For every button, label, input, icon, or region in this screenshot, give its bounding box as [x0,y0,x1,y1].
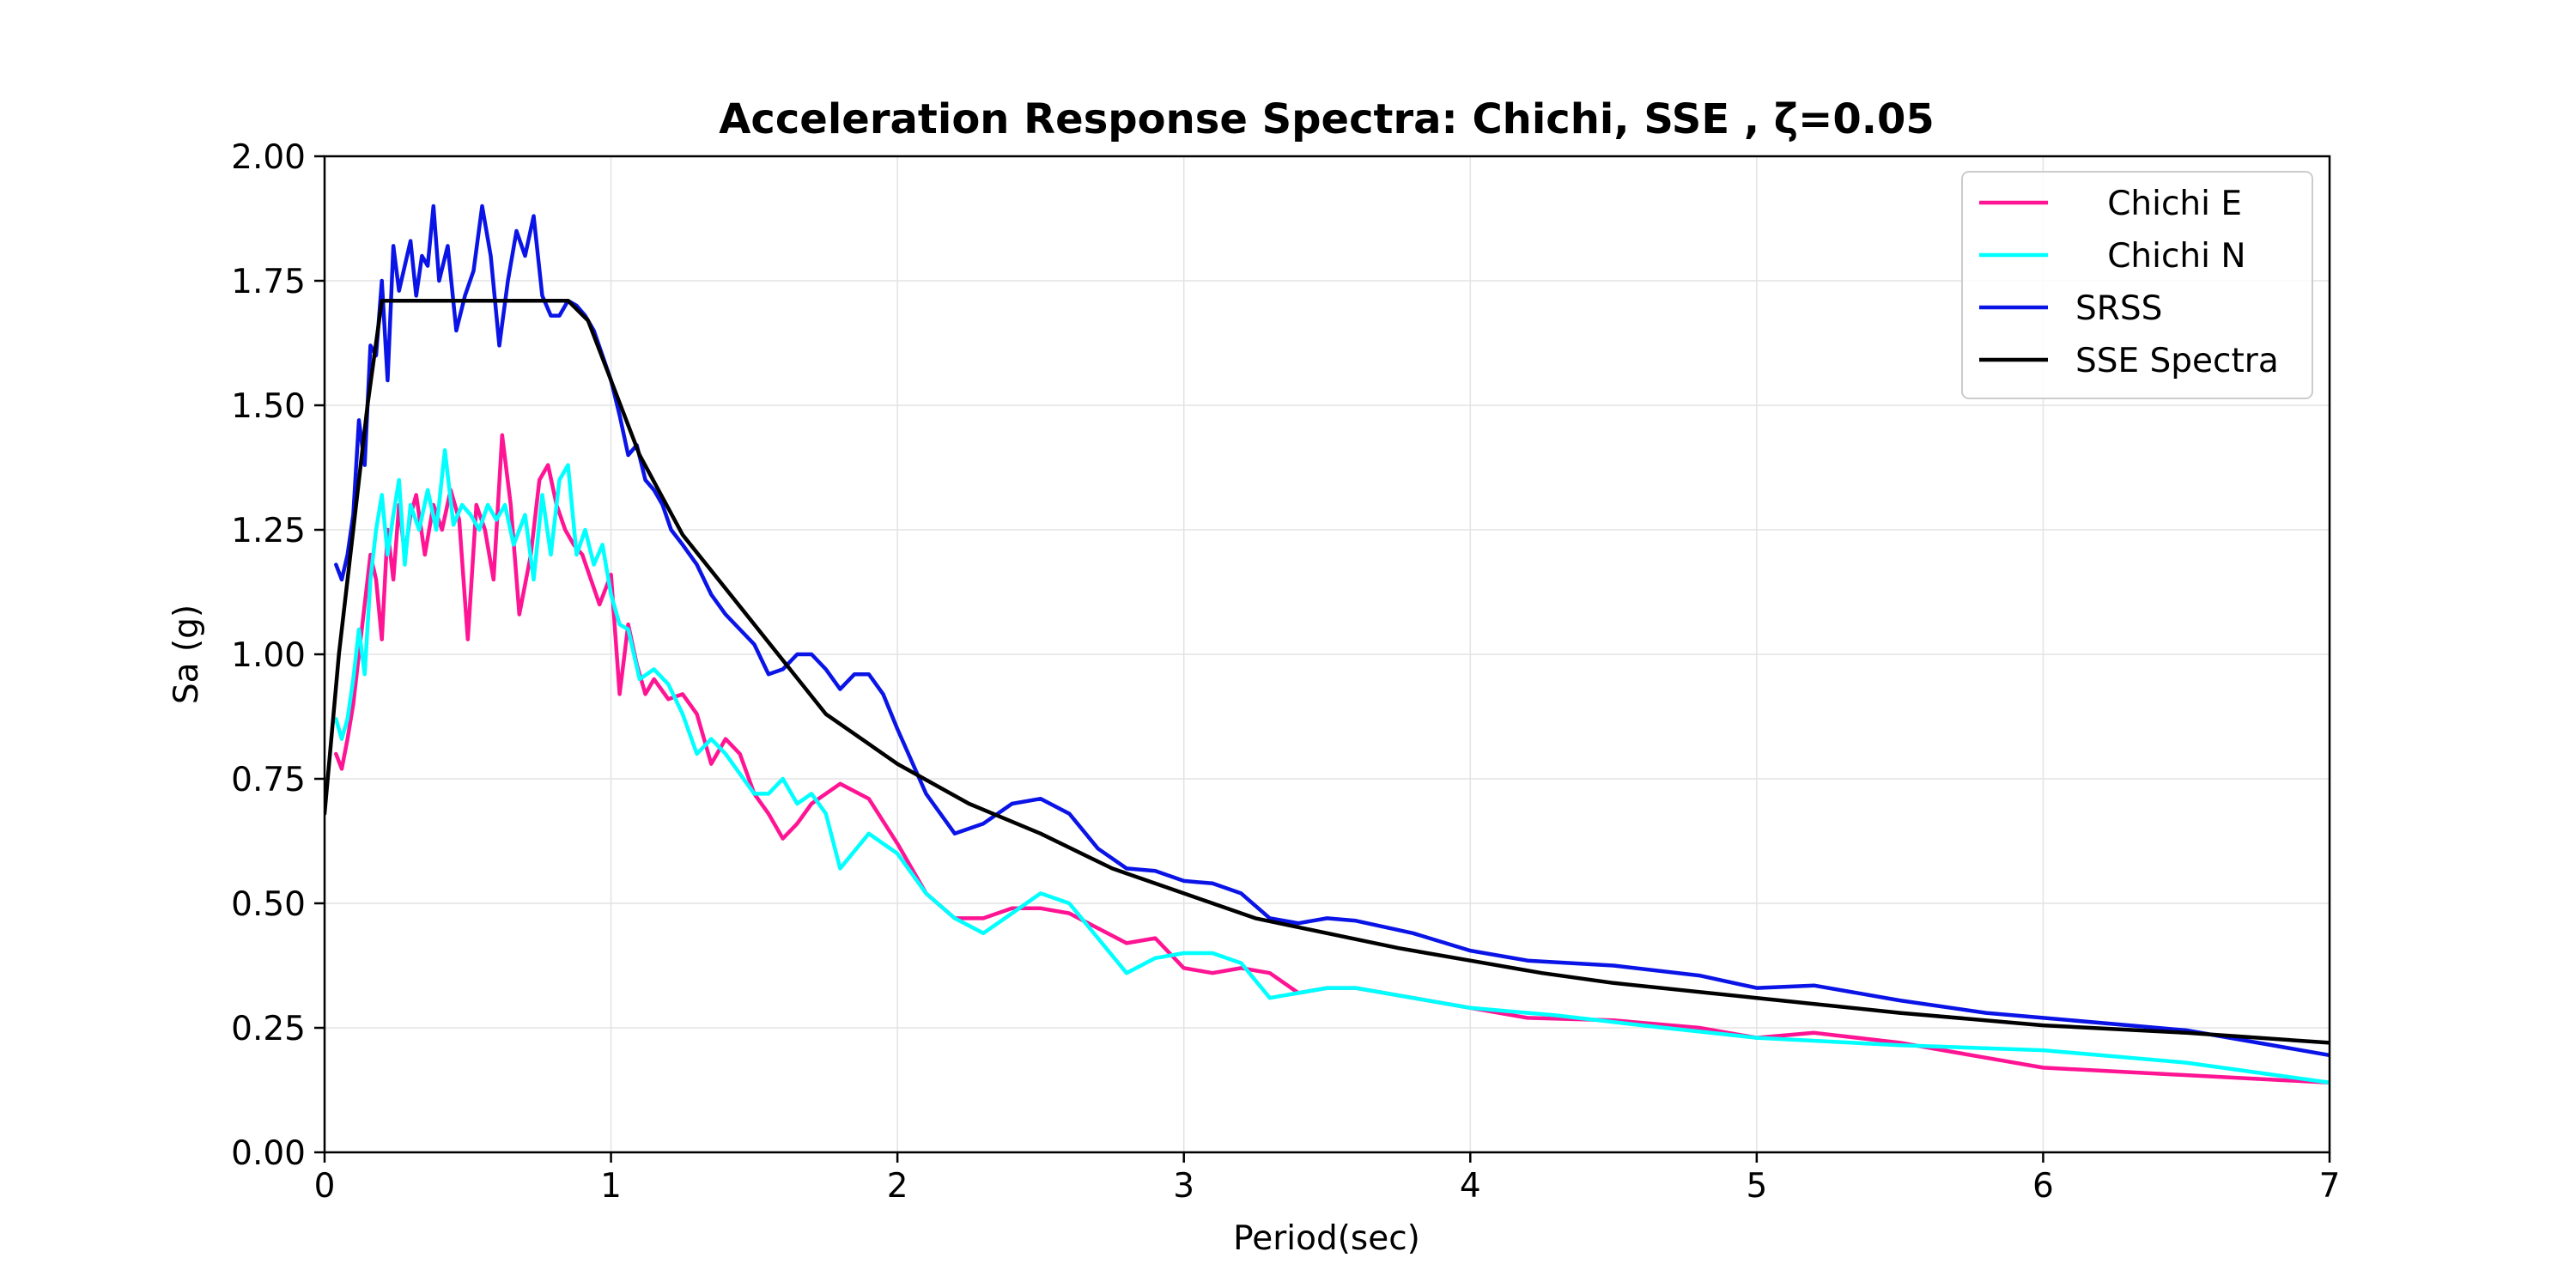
series-line-2 [334,447,2330,1085]
x-tick-label: 0 [314,1167,336,1206]
series-line-4 [325,298,2330,1045]
y-axis-label: Sa (g) [167,605,206,704]
legend: Chichi E Chichi N SRSS SSE Spectra [1961,171,2313,399]
y-tick-label: 0.50 [231,885,306,924]
chart-title: Acceleration Response Spectra: Chichi, S… [719,95,1935,143]
y-tick-label: 0.75 [231,761,306,799]
x-tick-label: 2 [887,1167,908,1206]
legend-box [1961,171,2313,399]
x-tick-label: 7 [2319,1167,2341,1206]
y-tick-label: 1.25 [231,512,306,550]
x-tick-label: 3 [1173,1167,1194,1206]
legend-label: SRSS [2075,289,2162,328]
x-axis-ticks: 0 1 2 3 4 5 6 7 [314,1152,2341,1206]
x-tick-label: 6 [2032,1167,2054,1206]
y-axis-ticks: 0.00 0.25 0.50 0.75 1.00 1.25 1.50 1.75 2.00 [231,138,325,1173]
legend-label: SSE Spectra [2075,342,2279,380]
legend-label: Chichi E [2075,185,2242,223]
y-tick-label: 1.00 [231,636,306,675]
x-tick-label: 4 [1460,1167,1481,1206]
y-tick-label: 2.00 [231,138,306,177]
y-tick-label: 0.00 [231,1134,306,1173]
y-tick-label: 0.25 [231,1010,306,1048]
series-line-3 [334,204,2330,1058]
y-tick-label: 1.75 [231,263,306,301]
y-tick-label: 1.50 [231,387,306,426]
x-tick-label: 5 [1746,1167,1767,1206]
x-axis-label: Period(sec) [1233,1219,1420,1258]
legend-label: Chichi N [2075,237,2246,276]
x-tick-label: 1 [600,1167,622,1206]
series-lines [325,204,2330,1085]
